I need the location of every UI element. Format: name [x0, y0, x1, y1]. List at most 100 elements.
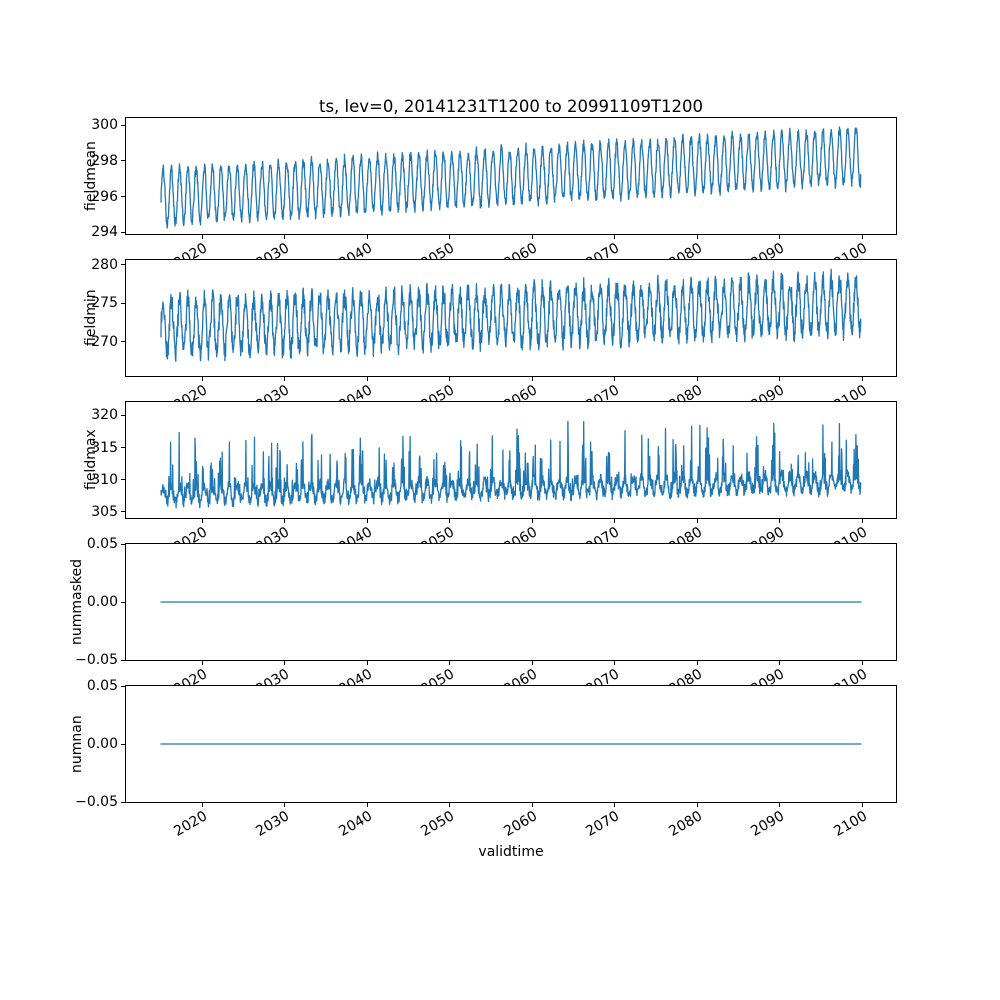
- y-tick-label: 305: [91, 503, 118, 520]
- x-tick-mark: [531, 660, 533, 665]
- y-tick-mark: [121, 479, 125, 481]
- y-axis-label-fieldmean: fieldmean: [83, 141, 99, 211]
- line-plot-numnan: [160, 743, 862, 745]
- x-tick-mark: [696, 518, 698, 523]
- x-tick-mark: [449, 376, 451, 381]
- line-plot-fieldmean: [160, 126, 862, 229]
- y-tick-mark: [121, 511, 125, 513]
- x-tick-mark: [284, 376, 286, 381]
- x-tick-mark: [284, 234, 286, 239]
- x-tick-label: 2100: [830, 808, 870, 840]
- y-tick-mark: [121, 264, 125, 266]
- x-tick-mark: [366, 234, 368, 239]
- x-tick-label: 2040: [335, 808, 375, 840]
- x-tick-label: 2030: [253, 808, 293, 840]
- y-tick-mark: [121, 743, 125, 745]
- y-tick-label: 300: [91, 117, 118, 134]
- x-tick-mark: [696, 802, 698, 807]
- y-tick-label: 270: [91, 333, 118, 350]
- y-tick-mark: [121, 196, 125, 198]
- x-tick-mark: [779, 234, 781, 239]
- chart-title: ts, lev=0, 20141231T1200 to 20991109T120…: [318, 97, 704, 116]
- y-tick-mark: [121, 685, 125, 687]
- x-tick-mark: [696, 660, 698, 665]
- x-tick-mark: [284, 802, 286, 807]
- y-tick-mark: [121, 447, 125, 448]
- y-tick-mark: [121, 302, 125, 304]
- x-tick-mark: [531, 234, 533, 239]
- y-tick-label: 294: [91, 224, 118, 241]
- x-tick-mark: [366, 660, 368, 665]
- x-tick-mark: [861, 660, 863, 665]
- y-tick-label: 0.05: [86, 536, 118, 552]
- line-plot-nummasked: [160, 601, 862, 603]
- series-line-fieldmax: [160, 420, 862, 509]
- y-tick-mark: [121, 601, 125, 603]
- x-tick-mark: [449, 518, 451, 523]
- x-tick-mark: [861, 234, 863, 239]
- x-tick-mark: [284, 518, 286, 523]
- y-tick-label: 0.05: [86, 678, 118, 694]
- y-tick-mark: [121, 801, 125, 803]
- y-tick-mark: [121, 414, 125, 416]
- y-tick-mark: [121, 543, 125, 545]
- subplot-nummasked: nummasked −0.05 0.00 0.05 2020 2030 2040 2050 2…: [69, 536, 897, 698]
- x-tick-label: 2020: [170, 808, 210, 840]
- x-tick-mark: [614, 234, 616, 239]
- y-tick-label: 0.00: [86, 594, 118, 610]
- y-tick-mark: [121, 341, 125, 343]
- y-tick-mark: [121, 160, 125, 162]
- x-tick-mark: [696, 234, 698, 239]
- y-tick-label: 280: [91, 256, 118, 273]
- x-tick-mark: [531, 376, 533, 381]
- x-tick-mark: [531, 802, 533, 807]
- x-tick-label: 2060: [500, 808, 540, 840]
- y-tick-label: 296: [91, 188, 118, 205]
- y-axis-label-fieldmin: fieldmin: [83, 289, 99, 347]
- x-tick-mark: [779, 802, 781, 807]
- subplot-fieldmean: fieldmean 294 296 298 300 2020 2030 2040 2050 20…: [83, 117, 897, 272]
- x-tick-mark: [284, 660, 286, 665]
- x-tick-mark: [201, 518, 203, 523]
- x-axis-label: validtime: [478, 844, 544, 860]
- x-tick-mark: [201, 802, 203, 807]
- y-tick-label: −0.05: [75, 652, 118, 668]
- x-tick-mark: [614, 518, 616, 523]
- x-tick-mark: [861, 518, 863, 523]
- x-tick-mark: [779, 660, 781, 665]
- x-tick-mark: [449, 234, 451, 239]
- subplot-fieldmin: fieldmin 270 275 280 2020 2030 2040 2050 2060 20…: [83, 257, 897, 414]
- x-tick-mark: [366, 518, 368, 523]
- y-tick-label: 275: [91, 295, 118, 312]
- series-line-fieldmin: [160, 268, 862, 362]
- x-tick-mark: [201, 660, 203, 665]
- x-tick-label: 2070: [583, 808, 623, 840]
- x-tick-mark: [696, 376, 698, 381]
- x-tick-mark: [366, 376, 368, 381]
- x-tick-mark: [449, 802, 451, 807]
- x-tick-mark: [614, 660, 616, 665]
- x-tick-label: 2050: [418, 808, 458, 840]
- y-tick-label: 310: [91, 471, 118, 488]
- subplot-fieldmax: fieldmax 305 310 315 320 2020 2030 2040 2050 206…: [83, 401, 897, 556]
- y-tick-label: 298: [91, 152, 118, 169]
- y-tick-label: 320: [91, 407, 118, 424]
- x-tick-mark: [366, 802, 368, 807]
- y-tick-label: 315: [91, 439, 118, 456]
- y-tick-mark: [121, 124, 125, 126]
- x-tick-mark: [861, 376, 863, 381]
- x-tick-mark: [861, 802, 863, 807]
- x-tick-label: 2090: [748, 808, 788, 840]
- y-tick-label: −0.05: [75, 794, 118, 810]
- x-tick-mark: [779, 376, 781, 381]
- y-axis-label-numnan: numnan: [69, 715, 85, 773]
- line-plot-fieldmax: [160, 420, 862, 509]
- x-tick-mark: [614, 376, 616, 381]
- x-tick-mark: [201, 234, 203, 239]
- y-axis-label-nummasked: nummasked: [69, 559, 85, 646]
- x-tick-label: 2080: [665, 808, 705, 840]
- series-line-fieldmean: [160, 126, 862, 229]
- x-tick-mark: [614, 802, 616, 807]
- y-tick-mark: [121, 659, 125, 661]
